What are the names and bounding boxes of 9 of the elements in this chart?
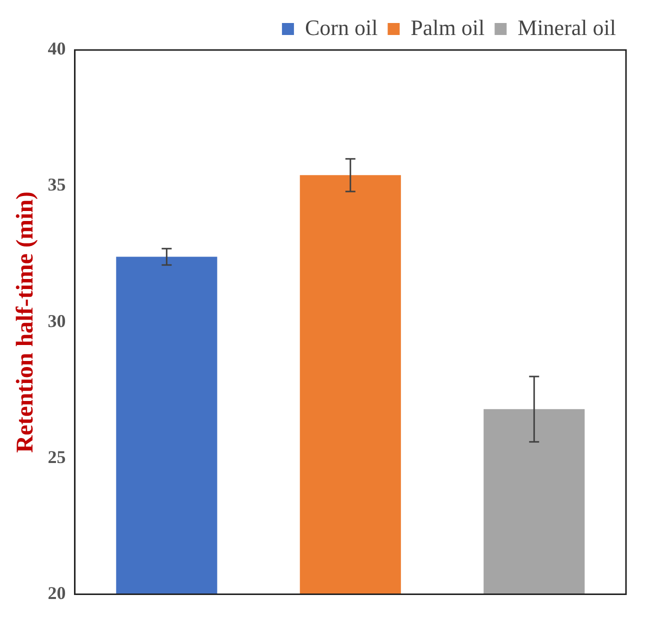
y-axis-title: Retention half-time (min)	[12, 191, 39, 453]
legend-label: Palm oil	[410, 14, 485, 40]
legend-label: Mineral oil	[518, 14, 616, 40]
y-tick-label: 30	[48, 310, 66, 331]
y-tick-label: 40	[48, 38, 66, 59]
y-tick-label: 25	[48, 446, 66, 467]
y-tick-label: 20	[48, 582, 66, 603]
legend-label: Corn oil	[304, 14, 378, 40]
y-tick-label: 35	[48, 174, 66, 195]
